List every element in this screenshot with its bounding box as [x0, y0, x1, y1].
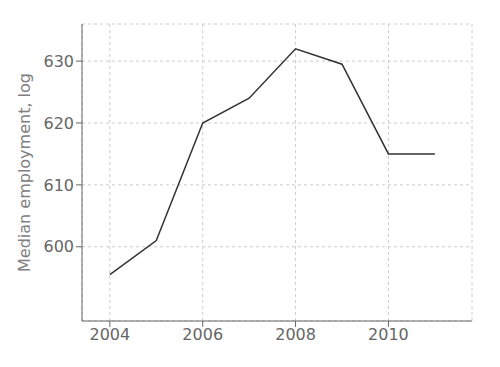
svg-text:600: 600: [43, 237, 74, 256]
svg-text:2004: 2004: [89, 325, 130, 344]
svg-text:630: 630: [43, 52, 74, 71]
svg-text:2010: 2010: [368, 325, 409, 344]
svg-text:2006: 2006: [182, 325, 223, 344]
svg-text:610: 610: [43, 176, 74, 195]
svg-text:2008: 2008: [275, 325, 316, 344]
svg-text:Median employment, log: Median employment, log: [15, 73, 34, 272]
svg-text:620: 620: [43, 114, 74, 133]
